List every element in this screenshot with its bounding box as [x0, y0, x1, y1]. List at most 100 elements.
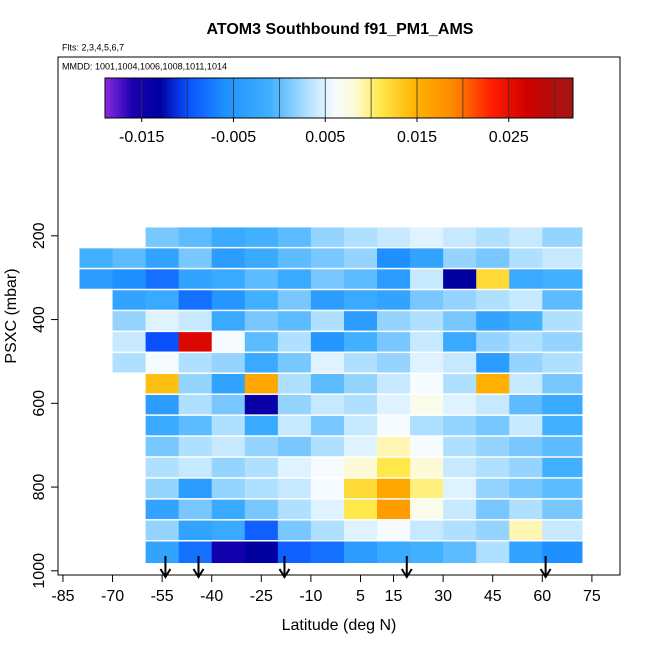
heatmap-cell — [443, 373, 477, 394]
heatmap-cell — [145, 311, 180, 331]
colorbar-swatch — [277, 78, 280, 118]
heatmap-cell — [542, 478, 583, 499]
x-tick-label: -25 — [250, 588, 273, 605]
heatmap-cell — [145, 353, 180, 373]
heatmap-cell — [542, 394, 583, 415]
colorbar-swatch — [189, 78, 192, 118]
heatmap-cell — [377, 394, 411, 415]
y-tick-label: 600 — [31, 390, 48, 417]
colorbar-swatch — [331, 78, 334, 118]
colorbar-swatch — [215, 78, 218, 118]
colorbar-swatch — [323, 78, 326, 118]
colorbar-swatch — [425, 78, 428, 118]
colorbar-swatch — [353, 78, 356, 118]
heatmap-cell — [277, 227, 312, 247]
colorbar-swatch — [231, 78, 234, 118]
heatmap-cell — [244, 269, 279, 289]
colorbar-swatch — [479, 78, 482, 118]
colorbar-swatch — [569, 78, 572, 118]
colorbar-swatch — [303, 78, 306, 118]
colorbar-swatch — [287, 78, 290, 118]
colorbar-swatch — [227, 78, 230, 118]
colorbar-swatch — [305, 78, 308, 118]
heatmap-cell — [542, 436, 583, 457]
colorbar-swatch — [233, 78, 236, 118]
heatmap-cell — [443, 457, 477, 478]
heatmap-cell — [476, 227, 510, 247]
colorbar-tick-label: 0.005 — [305, 129, 345, 146]
heatmap-cell — [443, 520, 477, 540]
heatmap-cell — [178, 290, 213, 310]
colorbar-swatch — [291, 78, 294, 118]
x-tick-label: 15 — [385, 588, 403, 605]
heatmap-cell — [244, 457, 279, 478]
arrow-head — [400, 568, 413, 579]
colorbar-swatch — [485, 78, 488, 118]
colorbar-swatch — [557, 78, 560, 118]
colorbar-swatch — [493, 78, 496, 118]
heatmap-cell — [542, 353, 583, 373]
heatmap-cell — [443, 227, 477, 247]
heatmap-cell — [211, 415, 246, 436]
heatmap-cell — [542, 227, 583, 247]
colorbar-swatch — [453, 78, 456, 118]
heatmap-cell — [112, 311, 147, 331]
heatmap-cell — [343, 520, 378, 540]
colorbar-swatch — [381, 78, 384, 118]
colorbar-swatch — [487, 78, 490, 118]
heatmap-cell — [377, 415, 411, 436]
colorbar-swatch — [111, 78, 114, 118]
heatmap-cell — [476, 499, 510, 520]
heatmap-cell — [244, 394, 279, 415]
colorbar-swatch — [383, 78, 386, 118]
colorbar-swatch — [507, 78, 510, 118]
colorbar-swatch — [413, 78, 416, 118]
annotation: MMDD: 1001,1004,1006,1008,1011,1014 — [62, 61, 227, 71]
colorbar-swatch — [511, 78, 514, 118]
heatmap-cell — [178, 541, 213, 564]
heatmap-cell — [211, 311, 246, 331]
heatmap-cell — [145, 248, 180, 268]
heatmap-cell — [178, 520, 213, 540]
heatmap-cell — [443, 436, 477, 457]
colorbar-swatch — [349, 78, 352, 118]
colorbar-swatch — [499, 78, 502, 118]
colorbar-swatch — [281, 78, 284, 118]
heatmap-cell — [211, 248, 246, 268]
heatmap-cell — [145, 373, 180, 394]
heatmap-cell — [410, 269, 444, 289]
heatmap-cell — [476, 436, 510, 457]
colorbar-swatch — [123, 78, 126, 118]
heatmap-cell — [476, 311, 510, 331]
profile-arrow — [192, 556, 205, 579]
heatmap-cell — [377, 373, 411, 394]
heatmap-cell — [79, 269, 114, 289]
heatmap-cell — [277, 415, 312, 436]
colorbar-swatch — [529, 78, 532, 118]
heatmap-cell — [476, 394, 510, 415]
colorbar-swatch — [525, 78, 528, 118]
colorbar-swatch — [475, 78, 478, 118]
heatmap-cell — [443, 541, 477, 564]
colorbar-swatch — [237, 78, 240, 118]
colorbar-swatch — [211, 78, 214, 118]
colorbar-swatch — [175, 78, 178, 118]
colorbar-swatch — [535, 78, 538, 118]
colorbar-swatch — [433, 78, 436, 118]
x-tick-label: 75 — [583, 588, 601, 605]
heatmap-cell — [310, 248, 345, 268]
heatmap-cell — [476, 332, 510, 352]
heatmap-cell — [377, 541, 411, 564]
heatmap-cell — [310, 478, 345, 499]
colorbar-swatch — [463, 78, 466, 118]
colorbar-swatch — [285, 78, 288, 118]
heatmap-cell — [343, 248, 378, 268]
heatmap-cell — [211, 290, 246, 310]
colorbar-swatch — [163, 78, 166, 118]
colorbar-swatch — [193, 78, 196, 118]
heatmap-cell — [509, 520, 543, 540]
colorbar-swatch — [347, 78, 350, 118]
colorbar-swatch — [259, 78, 262, 118]
colorbar-swatch — [387, 78, 390, 118]
